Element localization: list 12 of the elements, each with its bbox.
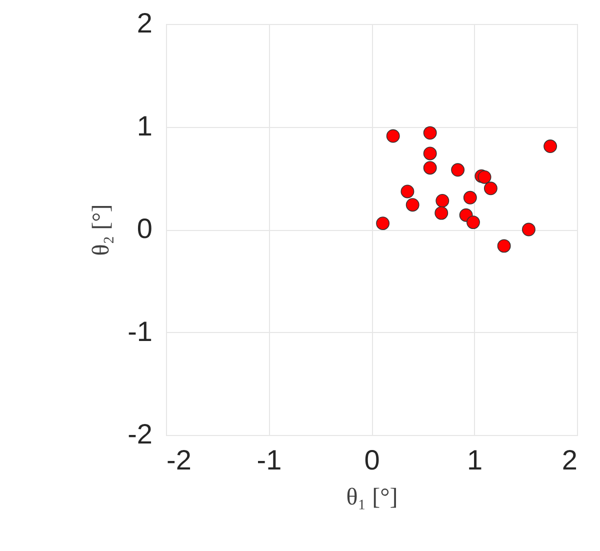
y-axis-title: θ₂ [°] bbox=[88, 204, 115, 256]
x-tick-label: 0 bbox=[364, 444, 380, 476]
y-tick-label: 0 bbox=[136, 213, 152, 244]
y-tick-label: 2 bbox=[136, 8, 152, 38]
x-tick-label: 1 bbox=[466, 444, 483, 476]
x-axis-title: θ₁ [°] bbox=[346, 484, 398, 510]
x-tick-label: -1 bbox=[256, 444, 282, 476]
x-tick-label: -2 bbox=[166, 444, 192, 476]
y-tick-label: -2 bbox=[128, 418, 152, 450]
x-tick-label: 2 bbox=[562, 444, 578, 476]
y-tick-label: -1 bbox=[128, 316, 152, 347]
y-tick-label: 1 bbox=[136, 110, 152, 142]
